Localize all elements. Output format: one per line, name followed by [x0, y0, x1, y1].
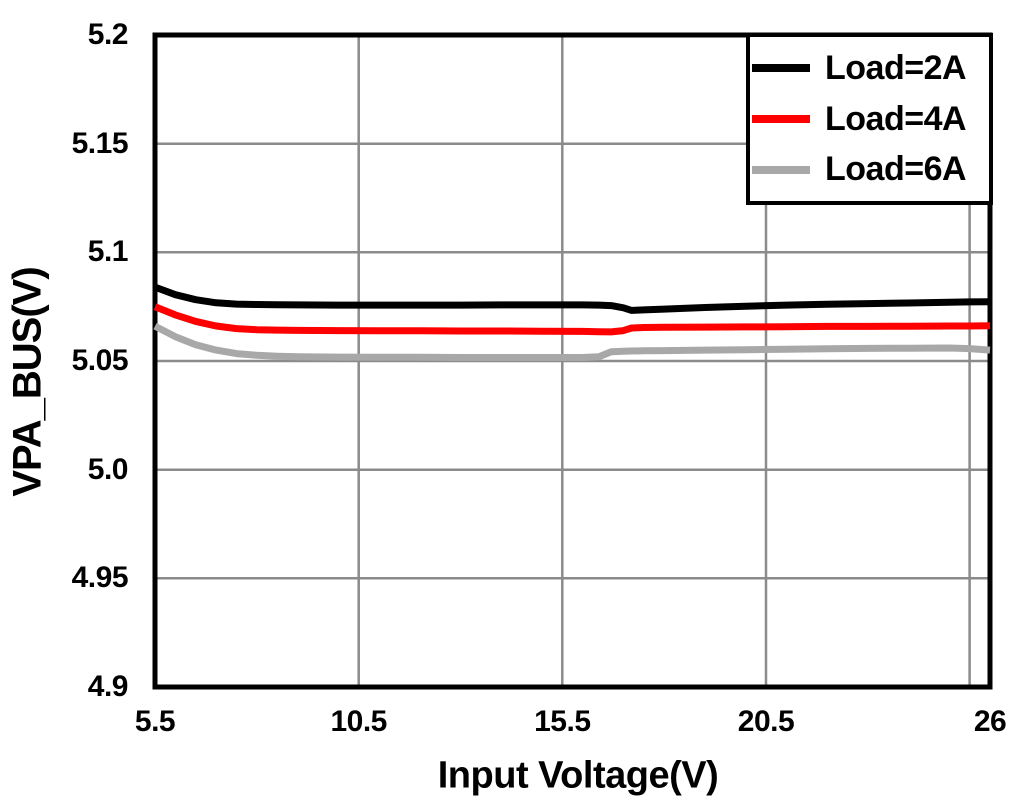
legend-item: Load=6A — [750, 150, 989, 189]
x-tick-label: 26 — [973, 705, 1007, 738]
legend-line-swatch — [752, 115, 810, 123]
series-line-load-6a — [153, 323, 991, 361]
series-line-load-2a — [153, 283, 991, 314]
legend-item: Load=2A — [750, 49, 989, 88]
series-line-load-4a — [153, 303, 991, 336]
legend-item-label: Load=4A — [825, 99, 967, 138]
x-tick-label: 15.5 — [534, 705, 591, 738]
y-tick-label: 5.1 — [87, 235, 129, 269]
legend-item: Load=4A — [750, 100, 989, 139]
legend-line-swatch — [752, 64, 810, 73]
y-tick-label: 5.05 — [71, 344, 129, 377]
y-axis-title: VPA_BUS(V) — [5, 267, 50, 497]
x-tick-label: 5.5 — [134, 705, 176, 738]
legend-line-swatch — [752, 165, 810, 174]
x-axis-title: Input Voltage(V) — [437, 754, 719, 797]
legend-item-label: Load=2A — [825, 48, 967, 87]
y-tick-label: 5.0 — [87, 452, 129, 486]
legend: Load=2A Load=4A Load=6A — [746, 33, 993, 205]
plot-border — [152, 32, 993, 690]
y-tick-label: 4.95 — [71, 561, 129, 595]
x-tick-label: 10.5 — [330, 705, 387, 738]
y-tick-label: 5.2 — [87, 18, 129, 51]
y-tick-label: 4.9 — [87, 670, 129, 703]
legend-item-label: Load=6A — [825, 150, 967, 189]
x-tick-label: 20.5 — [737, 705, 795, 738]
y-tick-label: 5.15 — [71, 126, 129, 160]
